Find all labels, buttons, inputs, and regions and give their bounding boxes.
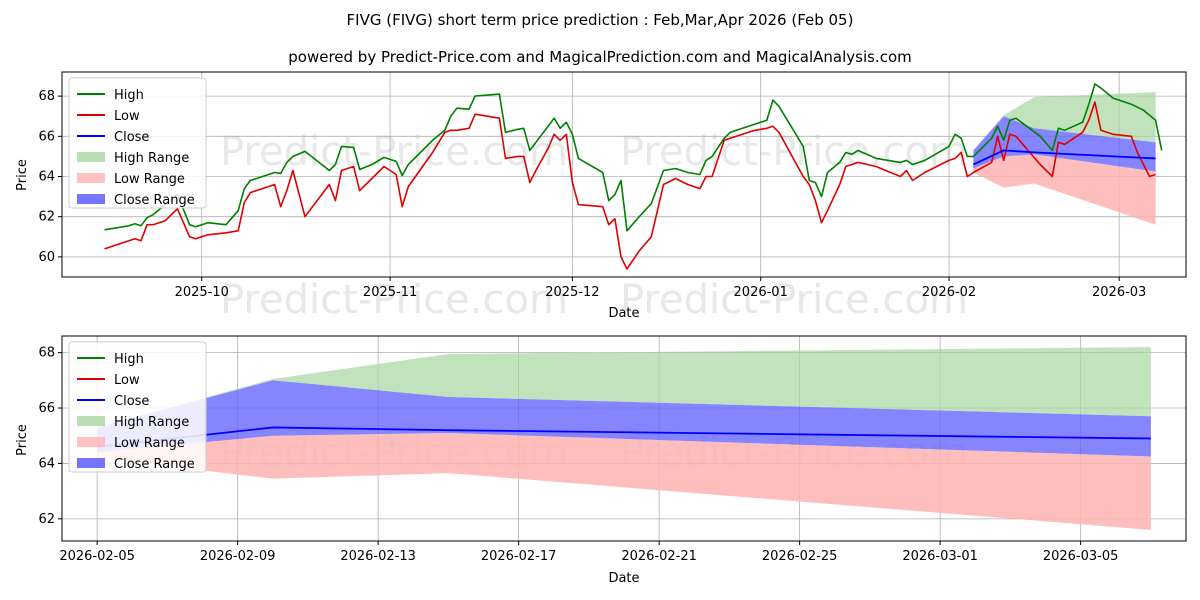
bottom-plot-frame xyxy=(61,335,1187,542)
y-tick-label: 66 xyxy=(38,401,55,416)
x-tick-label: 2025-10 xyxy=(175,285,229,300)
watermark-top-3: Predict-Price.com xyxy=(220,277,568,323)
top-x-ticks: 2025-10 2025-11 2025-12 2026-01 2026-02 2026-… xyxy=(175,277,1146,300)
legend-label-high-range: High Range xyxy=(114,151,189,166)
legend-label-low: Low xyxy=(114,109,140,124)
high-price-line xyxy=(104,83,1163,232)
y-tick-label: 60 xyxy=(38,250,55,265)
y-tick-label: 66 xyxy=(38,129,55,144)
legend-swatch-high-range xyxy=(77,416,105,426)
legend-label-close-range: Close Range xyxy=(114,193,195,208)
legend-swatch-close-range xyxy=(77,194,105,204)
low-range-band xyxy=(973,154,1156,225)
legend-label-low-range: Low Range xyxy=(114,172,185,187)
top-y-axis-label: Price xyxy=(15,159,30,191)
x-tick-label: 2026-03 xyxy=(1092,285,1146,300)
top-range-bands xyxy=(973,92,1156,225)
legend-label-close-range: Close Range xyxy=(114,457,195,472)
bottom-legend: High Low Close High Range Low Range Close Ran… xyxy=(68,341,207,473)
low-price-line xyxy=(104,101,1156,270)
y-tick-label: 64 xyxy=(38,170,55,185)
low-range-band xyxy=(97,432,1151,530)
y-tick-label: 68 xyxy=(38,89,55,104)
y-tick-label: 68 xyxy=(38,346,55,361)
bottom-y-axis-label: Price xyxy=(15,424,30,456)
bottom-panel: Predict-Price.com Predict-Price.com 2026… xyxy=(15,335,1187,586)
close-range-band xyxy=(97,380,1151,457)
bottom-x-axis-label: Date xyxy=(608,571,639,586)
bottom-y-ticks: 62 64 66 68 xyxy=(38,346,62,527)
legend-label-close: Close xyxy=(114,130,149,145)
bottom-x-ticks: 2026-02-05 2026-02-09 2026-02-13 2026-02-17… xyxy=(59,541,1118,564)
x-tick-label: 2025-11 xyxy=(363,285,417,300)
legend-label-high: High xyxy=(114,352,144,367)
close-forecast-line xyxy=(972,149,1156,166)
x-tick-label: 2026-02 xyxy=(922,285,976,300)
y-tick-label: 62 xyxy=(38,210,55,225)
legend-label-high: High xyxy=(114,88,144,103)
x-tick-label: 2026-02-25 xyxy=(762,549,838,564)
legend-label-low: Low xyxy=(114,373,140,388)
x-tick-label: 2025-12 xyxy=(545,285,599,300)
watermark-top-4: Predict-Price.com xyxy=(620,277,968,323)
chart-title: FIVG (FIVG) short term price prediction … xyxy=(347,11,854,29)
x-tick-label: 2026-03-05 xyxy=(1043,549,1119,564)
top-legend: High Low Close High Range Low Range Close Ran… xyxy=(68,77,207,209)
x-tick-label: 2026-01 xyxy=(734,285,788,300)
high-range-band xyxy=(973,92,1156,151)
legend-swatch-high-range xyxy=(77,152,105,162)
x-tick-label: 2026-02-17 xyxy=(481,549,557,564)
watermark-top-1: Predict-Price.com xyxy=(220,129,568,175)
y-tick-label: 62 xyxy=(38,512,55,527)
legend-swatch-close-range xyxy=(77,458,105,468)
high-range-band xyxy=(97,347,1151,428)
top-x-axis-label: Date xyxy=(608,306,639,321)
legend-label-low-range: Low Range xyxy=(114,436,185,451)
x-tick-label: 2026-02-09 xyxy=(200,549,276,564)
x-tick-label: 2026-02-05 xyxy=(59,549,135,564)
legend-label-close: Close xyxy=(114,394,149,409)
watermark-top-2: Predict-Price.com xyxy=(620,129,968,175)
chart-subtitle: powered by Predict-Price.com and Magical… xyxy=(288,48,912,66)
top-series-lines xyxy=(104,83,1163,270)
x-tick-label: 2026-03-01 xyxy=(902,549,978,564)
top-panel: Predict-Price.com Predict-Price.com Pred… xyxy=(15,71,1187,323)
legend-swatch-low-range xyxy=(77,437,105,447)
bottom-range-bands xyxy=(97,347,1151,530)
y-tick-label: 64 xyxy=(38,456,55,471)
top-plot-frame xyxy=(61,71,1187,278)
x-tick-label: 2026-02-21 xyxy=(621,549,697,564)
x-tick-label: 2026-02-13 xyxy=(340,549,416,564)
legend-swatch-low-range xyxy=(77,173,105,183)
legend-label-high-range: High Range xyxy=(114,415,189,430)
top-y-ticks: 60 62 64 66 68 xyxy=(38,89,62,265)
